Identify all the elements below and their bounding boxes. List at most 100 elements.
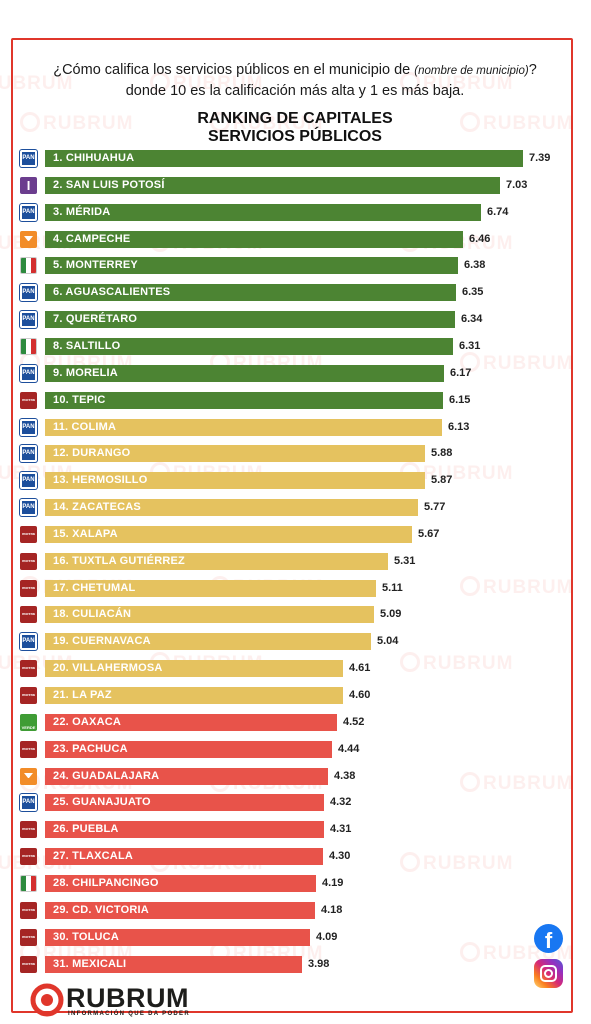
bar bbox=[45, 956, 302, 973]
category-label: 16. TUXTLA GUTIÉRREZ bbox=[53, 555, 185, 567]
survey-question: ¿Cómo califica los servicios públicos en… bbox=[40, 60, 550, 101]
category-label: 1. CHIHUAHUA bbox=[53, 152, 135, 164]
party-logo-pri-icon bbox=[20, 875, 37, 892]
party-logo-morena-icon: morena bbox=[20, 580, 37, 597]
question-text-part2: ? donde 10 es la calificación más alta y… bbox=[125, 62, 537, 99]
value-label: 4.60 bbox=[349, 689, 371, 701]
value-label: 4.38 bbox=[334, 770, 356, 782]
category-label: 6. AGUASCALIENTES bbox=[53, 286, 171, 298]
value-label: 4.32 bbox=[330, 796, 352, 808]
party-logo-morena-icon: morena bbox=[20, 660, 37, 677]
bar bbox=[45, 741, 332, 758]
bar bbox=[45, 311, 455, 328]
value-label: 5.04 bbox=[377, 635, 399, 647]
value-label: 6.35 bbox=[462, 286, 484, 298]
chart-title: RANKING DE CAPITALES SERVICIOS PÚBLICOS bbox=[100, 110, 490, 146]
category-label: 31. MEXICALI bbox=[53, 958, 127, 970]
brand-name: RUBRUM bbox=[66, 983, 189, 1013]
party-logo-pan-icon: PAN bbox=[20, 365, 37, 382]
category-label: 4. CAMPECHE bbox=[53, 233, 131, 245]
category-label: 30. TOLUCA bbox=[53, 931, 119, 943]
category-label: 28. CHILPANCINGO bbox=[53, 877, 159, 889]
category-label: 19. CUERNAVACA bbox=[53, 635, 151, 647]
bar bbox=[45, 821, 324, 838]
bar bbox=[45, 284, 456, 301]
category-label: 3. MÉRIDA bbox=[53, 206, 111, 218]
value-label: 4.52 bbox=[343, 716, 365, 728]
value-label: 6.31 bbox=[459, 340, 481, 352]
bar bbox=[45, 714, 337, 731]
bar bbox=[45, 338, 453, 355]
value-label: 6.34 bbox=[461, 313, 483, 325]
category-label: 20. VILLAHERMOSA bbox=[53, 662, 163, 674]
party-logo-pan-icon: PAN bbox=[20, 150, 37, 167]
chart-title-line-2: SERVICIOS PÚBLICOS bbox=[208, 128, 382, 145]
bar bbox=[45, 177, 500, 194]
value-label: 4.09 bbox=[316, 931, 338, 943]
category-label: 8. SALTILLO bbox=[53, 340, 121, 352]
bar bbox=[45, 580, 376, 597]
value-label: 4.19 bbox=[322, 877, 344, 889]
category-label: 27. TLAXCALA bbox=[53, 850, 134, 862]
value-label: 4.44 bbox=[338, 743, 360, 755]
value-label: 3.98 bbox=[308, 958, 330, 970]
rubrum-logo-icon bbox=[30, 983, 64, 1017]
category-label: 7. QUERÉTARO bbox=[53, 313, 138, 325]
value-label: 5.87 bbox=[431, 474, 453, 486]
party-logo-pan-icon: PAN bbox=[20, 311, 37, 328]
party-logo-mc-icon bbox=[20, 768, 37, 785]
bar bbox=[45, 902, 315, 919]
value-label: 4.31 bbox=[330, 823, 352, 835]
value-label: 5.11 bbox=[382, 582, 403, 594]
bar bbox=[45, 553, 388, 570]
bar bbox=[45, 419, 442, 436]
bar bbox=[45, 365, 444, 382]
value-label: 5.77 bbox=[424, 501, 446, 513]
value-label: 6.15 bbox=[449, 394, 471, 406]
category-label: 11. COLIMA bbox=[53, 421, 117, 433]
bar bbox=[45, 499, 418, 516]
party-logo-pri-icon bbox=[20, 338, 37, 355]
party-logo-verde-icon: VERDE bbox=[20, 714, 37, 731]
value-label: 5.88 bbox=[431, 447, 453, 459]
value-label: 7.39 bbox=[529, 152, 551, 164]
party-logo-morena-icon: morena bbox=[20, 553, 37, 570]
value-label: 6.38 bbox=[464, 259, 486, 271]
bar bbox=[45, 445, 425, 462]
party-logo-pan-icon: PAN bbox=[20, 284, 37, 301]
category-label: 22. OAXACA bbox=[53, 716, 122, 728]
category-label: 2. SAN LUIS POTOSÍ bbox=[53, 179, 165, 191]
facebook-icon[interactable]: f bbox=[534, 924, 563, 953]
party-logo-pan-icon: PAN bbox=[20, 419, 37, 436]
question-text-italic: (nombre de municipio) bbox=[414, 65, 529, 77]
party-logo-morena-icon: morena bbox=[20, 929, 37, 946]
instagram-icon[interactable] bbox=[534, 959, 563, 988]
chart-title-line-1: RANKING DE CAPITALES bbox=[197, 110, 393, 127]
category-label: 13. HERMOSILLO bbox=[53, 474, 148, 486]
value-label: 4.61 bbox=[349, 662, 371, 674]
party-logo-pan-icon: PAN bbox=[20, 794, 37, 811]
value-label: 4.18 bbox=[321, 904, 343, 916]
category-label: 21. LA PAZ bbox=[53, 689, 112, 701]
category-label: 26. PUEBLA bbox=[53, 823, 119, 835]
category-label: 23. PACHUCA bbox=[53, 743, 128, 755]
bar bbox=[45, 392, 443, 409]
party-logo-morena-icon: morena bbox=[20, 606, 37, 623]
value-label: 4.30 bbox=[329, 850, 351, 862]
question-text-part1: ¿Cómo califica los servicios públicos en… bbox=[53, 62, 415, 78]
value-label: 6.74 bbox=[487, 206, 509, 218]
bar bbox=[45, 526, 412, 543]
bar bbox=[45, 848, 323, 865]
category-label: 17. CHETUMAL bbox=[53, 582, 136, 594]
bar bbox=[45, 150, 523, 167]
category-label: 14. ZACATECAS bbox=[53, 501, 141, 513]
bar bbox=[45, 472, 425, 489]
category-label: 29. CD. VICTORIA bbox=[53, 904, 149, 916]
category-label: 9. MORELIA bbox=[53, 367, 118, 379]
bar bbox=[45, 257, 458, 274]
bar bbox=[45, 633, 371, 650]
party-logo-mc-icon bbox=[20, 231, 37, 248]
party-logo-pan-icon: PAN bbox=[20, 633, 37, 650]
value-label: 7.03 bbox=[506, 179, 528, 191]
